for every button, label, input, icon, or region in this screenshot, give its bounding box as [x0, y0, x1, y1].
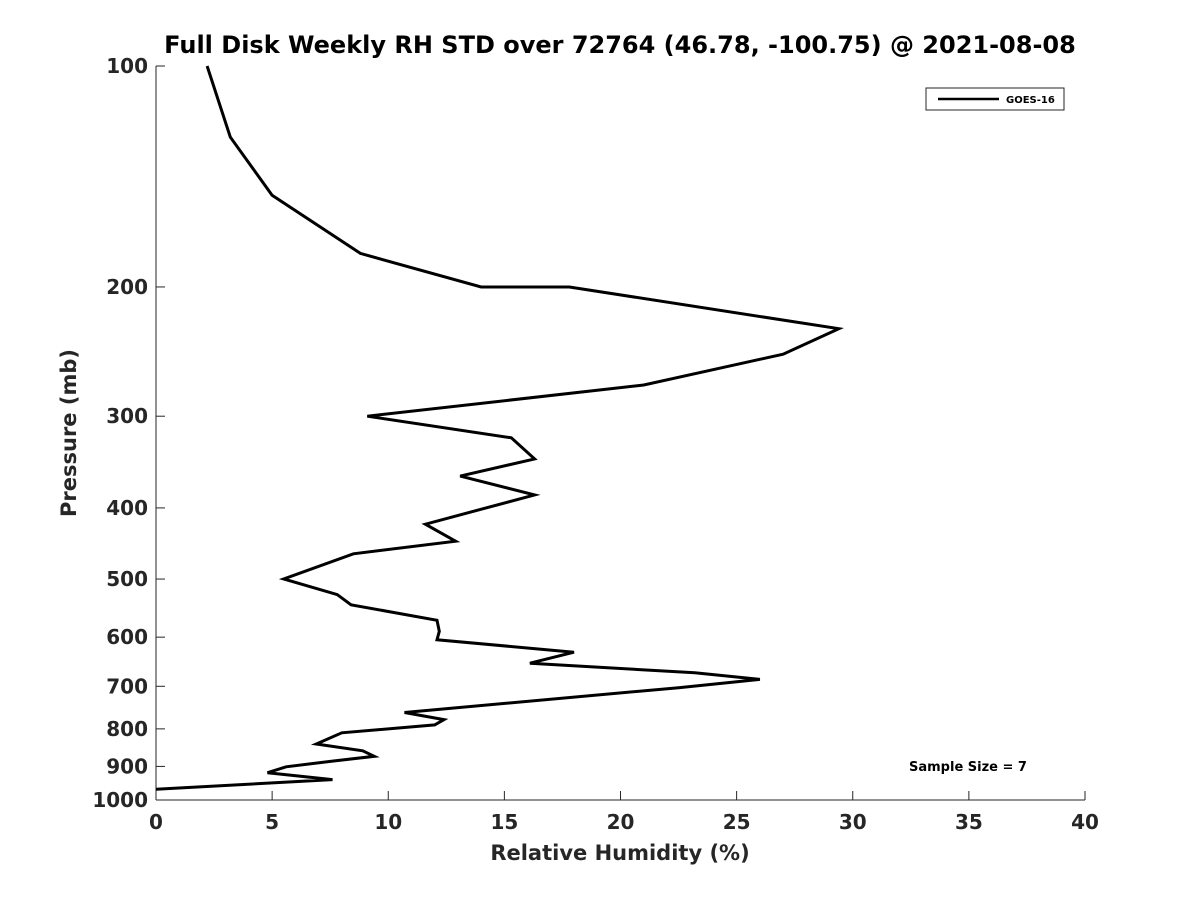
y-axis-label: Pressure (mb): [57, 349, 81, 517]
y-tick-label: 1000: [92, 788, 148, 812]
legend-label-goes-16: GOES-16: [1006, 95, 1055, 106]
series-group: [155, 65, 844, 791]
x-tick-label: 15: [490, 810, 518, 834]
legend: GOES-16: [925, 87, 1065, 111]
x-tick-label: 25: [723, 810, 751, 834]
y-tick-label: 600: [106, 625, 148, 649]
x-tick-label: 40: [1071, 810, 1099, 834]
y-tick-label: 800: [106, 717, 148, 741]
chart-title: Full Disk Weekly RH STD over 72764 (46.7…: [164, 31, 1076, 59]
x-tick-label: 30: [839, 810, 867, 834]
series-line-goes-16: [155, 65, 844, 791]
y-tick-label: 700: [106, 674, 148, 698]
y-tick-label: 300: [106, 404, 148, 428]
x-tick-label: 5: [265, 810, 279, 834]
x-tick-label: 20: [607, 810, 635, 834]
sample-size-annotation: Sample Size = 7: [909, 760, 1027, 775]
plot-area: 0 5 10 15 20 25 30 35 40 100 200 300 400 500 600 700 80…: [92, 54, 1099, 834]
x-tick-label: 35: [955, 810, 983, 834]
y-ticks: 100 200 300 400 500 600 700 800 900 1000: [92, 54, 165, 812]
x-ticks: 0 5 10 15 20 25 30 35 40: [149, 791, 1099, 834]
x-tick-label: 10: [374, 810, 402, 834]
x-axis-label: Relative Humidity (%): [490, 841, 749, 865]
y-tick-label: 200: [106, 275, 148, 299]
y-tick-label: 400: [106, 496, 148, 520]
y-tick-label: 500: [106, 567, 148, 591]
x-tick-label: 0: [149, 810, 163, 834]
y-tick-label: 100: [106, 54, 148, 78]
y-tick-label: 900: [106, 754, 148, 778]
